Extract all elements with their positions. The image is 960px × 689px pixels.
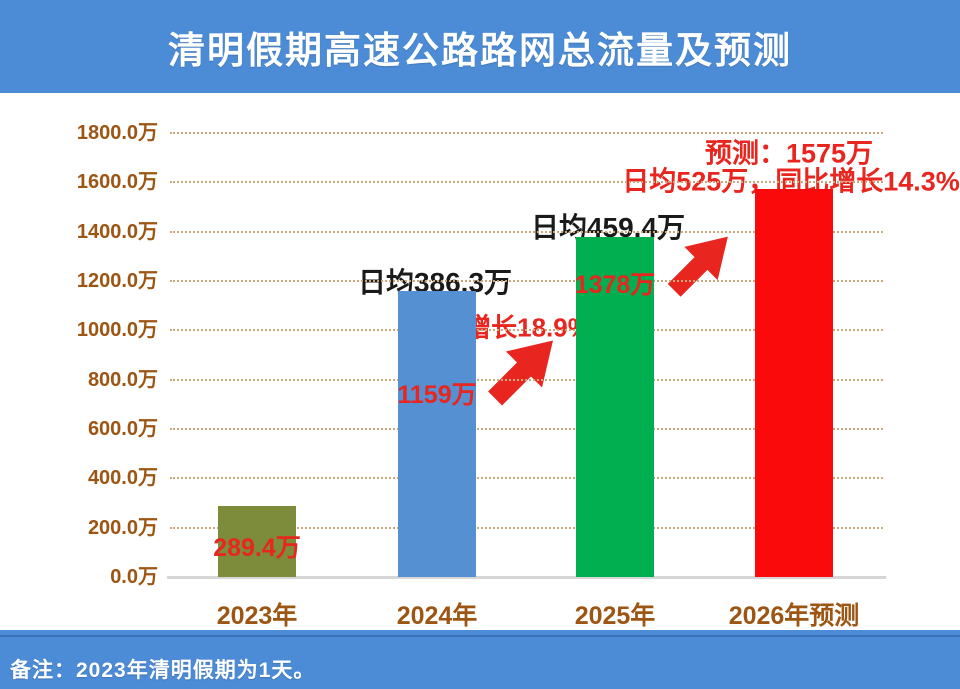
y-tick-label: 0.0万 [110, 566, 158, 588]
footer-bar: 备注：2023年清明假期为1天。 [0, 630, 960, 689]
y-tick-label: 400.0万 [87, 467, 158, 490]
gridline [170, 132, 883, 134]
x-axis-line [167, 576, 886, 579]
bar-2025年 [576, 237, 654, 577]
gridline [170, 181, 883, 184]
page-title: 清明假期高速公路路网总流量及预测 [0, 0, 960, 93]
y-tick-label: 1200.0万 [76, 270, 158, 292]
y-tick-label: 600.0万 [87, 418, 158, 440]
y-tick-label: 1600.0万 [76, 171, 158, 194]
bar-2024年 [398, 291, 476, 577]
y-tick-label: 200.0万 [87, 516, 158, 539]
gridline [170, 329, 883, 332]
gridline [170, 230, 883, 233]
y-tick-label: 1000.0万 [76, 319, 158, 342]
x-axis-label: 2026年预测 [728, 602, 860, 630]
bar-2023年 [218, 505, 296, 577]
y-tick-label: 1800.0万 [76, 122, 158, 144]
y-tick-label: 800.0万 [87, 368, 158, 391]
footer-divider [0, 635, 960, 637]
gridline [170, 378, 883, 381]
x-axis-label: 2023年 [216, 602, 298, 630]
x-axis-label: 2025年 [574, 602, 656, 630]
footer-note: 备注：2023年清明假期为1天。 [10, 659, 316, 682]
bar-value-label: 1378万 [574, 271, 656, 299]
gridline [170, 526, 883, 529]
gridline [170, 280, 883, 282]
bar-2026年预测 [755, 188, 833, 577]
x-axis-label: 2024年 [396, 602, 478, 630]
annotation-growth-18-9: 增长18.9% [465, 312, 591, 343]
bar-value-label: 289.4万 [213, 534, 301, 562]
gridline [170, 477, 883, 480]
bar-value-label: 1159万 [397, 381, 477, 409]
annotation-2026-forecast-total: 预测：1575万 [704, 138, 874, 169]
growth-arrow-up-right-icon [488, 340, 553, 406]
gridline [170, 428, 883, 430]
y-tick-label: 1400.0万 [76, 220, 158, 243]
